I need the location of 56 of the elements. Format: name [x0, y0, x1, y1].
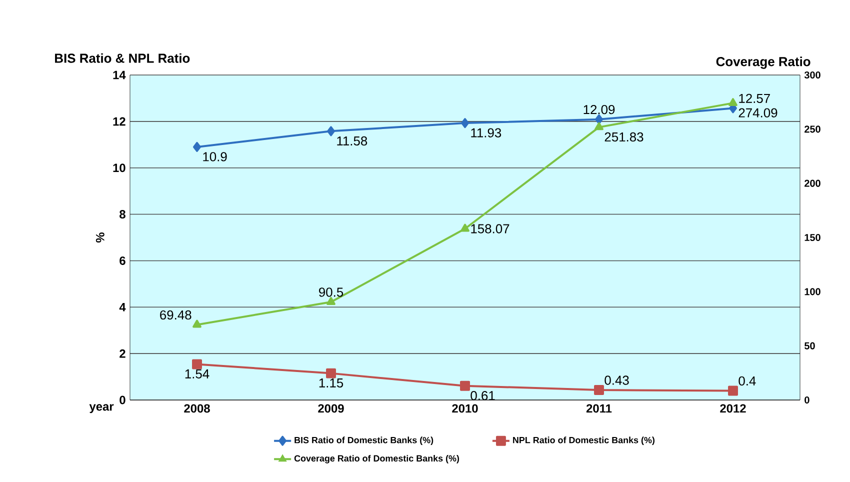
- point: [192, 320, 202, 328]
- y-tick-label: 4: [119, 303, 126, 312]
- data-label: 158.07: [471, 224, 510, 234]
- y-tick-label: 8: [120, 210, 126, 219]
- legend-label: BIS Ratio of Domestic Banks (%): [294, 436, 434, 446]
- x-tick-label: 2008: [184, 404, 210, 413]
- point: [461, 118, 469, 128]
- data-label: 251.83: [604, 132, 644, 142]
- x-tick-label: 2010: [452, 404, 478, 413]
- y2-tick-label: 200: [804, 180, 820, 187]
- point: [728, 386, 738, 396]
- data-label: 274.09: [738, 108, 778, 118]
- y2-tick-label: 100: [804, 288, 820, 296]
- data-label: 90.5: [319, 288, 344, 297]
- point: [192, 359, 202, 370]
- point: [595, 114, 603, 124]
- x-axis-title: year: [89, 404, 114, 414]
- y2-tick-label: 250: [804, 126, 820, 133]
- data-label: 12.57: [739, 94, 770, 104]
- y2-tick-label: 50: [804, 342, 815, 350]
- point: [326, 368, 336, 378]
- y2-axis-title: Coverage Ratio: [716, 56, 810, 69]
- x-tick-label: 2011: [586, 404, 612, 413]
- y-tick-label: 6: [120, 256, 126, 265]
- y-tick-label: 10: [113, 164, 126, 172]
- y-tick-label: 0: [120, 396, 126, 404]
- data-label: 11.93: [471, 128, 502, 138]
- point: [327, 126, 335, 136]
- y-tick-label: 2: [120, 349, 126, 358]
- y2-tick-label: 150: [804, 234, 820, 242]
- data-label: 11.58: [337, 136, 368, 146]
- y-axis-title: %: [96, 232, 104, 243]
- data-label: 12.09: [584, 104, 615, 114]
- y2-tick-label: 0: [804, 396, 810, 404]
- point: [193, 142, 201, 152]
- point: [460, 224, 470, 232]
- y-tick-label: 12: [113, 117, 126, 126]
- y2-tick-label: 300: [804, 71, 820, 79]
- legend-label: Coverage Ratio of Domestic Banks (%): [294, 454, 460, 464]
- point: [460, 380, 470, 391]
- point: [594, 385, 604, 396]
- point: [594, 122, 604, 130]
- data-label: 1.54: [185, 369, 210, 378]
- legend-label: NPL Ratio of Domestic Banks (%): [513, 436, 654, 446]
- y-tick-label: 14: [113, 70, 126, 80]
- point: [728, 98, 738, 106]
- data-label: 0.43: [604, 376, 629, 385]
- data-label: 10.9: [203, 152, 227, 162]
- data-label: 1.15: [319, 378, 344, 388]
- chart-title: BIS Ratio & NPL Ratio: [55, 53, 190, 63]
- data-label: 69.48: [160, 310, 192, 320]
- point: [326, 296, 336, 305]
- data-label: 0.4: [738, 376, 756, 386]
- x-tick-label: 2009: [318, 404, 344, 413]
- data-label: 0.61: [470, 391, 495, 400]
- x-tick-label: 2012: [720, 404, 746, 413]
